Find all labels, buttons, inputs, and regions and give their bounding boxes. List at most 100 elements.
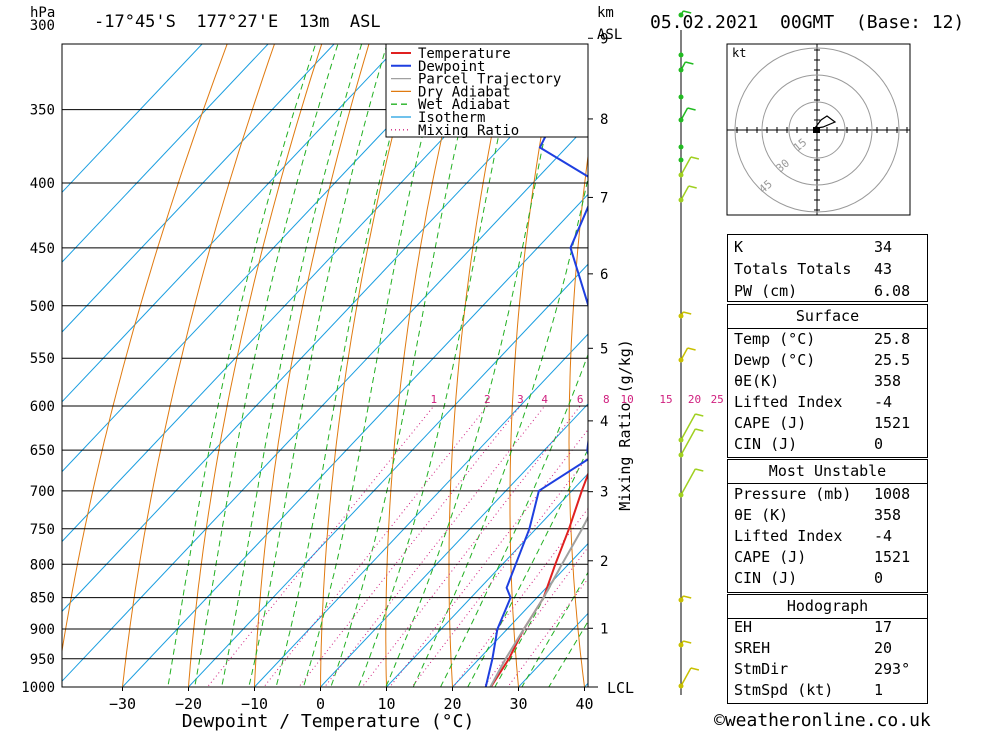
surface-value: 25.8	[874, 330, 911, 348]
km-unit-label: km	[597, 5, 614, 21]
dry-adiabat-line	[320, 44, 417, 687]
mu-label: Lifted Index	[734, 527, 843, 545]
wind-barb	[680, 667, 692, 687]
hodograph-table-title: Hodograph	[786, 597, 869, 615]
wind-barb-flag	[690, 667, 700, 671]
pressure-tick-label: 300	[30, 18, 55, 34]
surface-label: Temp (°C)	[734, 330, 816, 348]
wind-barb	[680, 10, 684, 16]
height-tick-label: 4	[600, 414, 608, 430]
wind-barb-flag	[683, 640, 692, 644]
index-label: Totals Totals	[734, 260, 852, 278]
pressure-tick-label: 550	[30, 351, 55, 367]
wind-barb-flag	[695, 413, 704, 417]
surface-label: Lifted Index	[734, 393, 843, 411]
index-value: 6.08	[874, 282, 911, 300]
wind-barb-flag	[688, 185, 697, 189]
legend-label: Dry Adiabat	[418, 84, 511, 100]
mu-value: -4	[874, 527, 893, 545]
pressure-tick-label: 800	[30, 557, 55, 573]
surface-row: Dewp (°C) 25.5	[728, 350, 927, 371]
pressure-tick-label: 450	[30, 241, 55, 257]
wet-adiabat-line	[548, 620, 588, 687]
x-tick-label: 10	[377, 695, 395, 713]
mixing-ratio-line	[298, 405, 521, 687]
index-value: 43	[874, 260, 893, 278]
legend-label: Parcel Trajectory	[418, 72, 561, 88]
pressure-tick-label: 750	[30, 522, 55, 538]
surface-value: 0	[874, 435, 884, 453]
most-unstable-title: Most Unstable	[768, 462, 887, 480]
mixing-ratio-label: 4	[541, 393, 548, 406]
wind-barb	[680, 468, 696, 496]
mixing-ratio-label: 6	[577, 393, 584, 406]
isotherm-line	[62, 44, 335, 333]
surface-row: θE(K) 358	[728, 371, 927, 392]
wind-barb-flag	[695, 468, 704, 472]
hodograph-ring	[734, 47, 900, 213]
wind-barb	[680, 595, 684, 601]
x-tick-label: 40	[575, 695, 593, 713]
surface-label: CAPE (J)	[734, 414, 807, 432]
hodo-label: SREH	[734, 639, 771, 657]
pressure-tick-label: 1000	[21, 680, 55, 696]
index-label: PW (cm)	[734, 282, 798, 300]
legend-label: Temperature	[418, 46, 511, 62]
footer-credit: ©weatheronline.co.uk	[714, 710, 931, 731]
mixing-ratio-label: 20	[688, 393, 701, 406]
mu-value: 1521	[874, 548, 911, 566]
hodo-row: StmDir 293°	[728, 659, 927, 680]
surface-table: Surface Temp (°C) 25.8 Dewp (°C) 25.5 θE(K…	[727, 304, 928, 458]
index-label: K	[734, 238, 744, 256]
wet-adiabat-line	[440, 353, 588, 687]
wind-barb	[680, 640, 684, 646]
height-tick-label: 8	[600, 112, 608, 128]
x-tick-label: −30	[109, 695, 136, 713]
mixing-ratio-label: 15	[659, 393, 672, 406]
surface-label: CIN (J)	[734, 435, 798, 453]
series-temperature	[489, 471, 588, 687]
wind-barb	[680, 311, 684, 317]
wind-barb	[680, 185, 690, 201]
pressure-tick-label: 400	[30, 176, 55, 192]
height-tick-label: 7	[600, 190, 608, 206]
surface-value: 1521	[874, 414, 911, 432]
surface-value: -4	[874, 393, 893, 411]
pressure-tick-label: 600	[30, 399, 55, 415]
hodograph-table: Hodograph EH 17 SREH 20 StmDir 293° StmSpd …	[727, 594, 928, 704]
wind-barb	[680, 107, 689, 121]
series-dewpoint	[484, 98, 588, 687]
mixing-ratio-line	[323, 405, 546, 687]
pressure-tick-label: 350	[30, 103, 55, 119]
mu-value: 1008	[874, 485, 911, 503]
wet-adiabat-line	[302, 44, 446, 687]
isotherm-line	[385, 473, 588, 687]
surface-label: θE(K)	[734, 372, 780, 390]
wind-barb	[680, 156, 692, 176]
wind-barb	[680, 347, 689, 361]
isotherm-line	[121, 193, 588, 687]
surface-row: Lifted Index -4	[728, 392, 927, 413]
wind-barb	[680, 428, 696, 456]
index-value: 34	[874, 238, 893, 256]
asl-unit-label: ASL	[597, 27, 623, 43]
mixing-ratio-axis-label: Mixing Ratio (g/kg)	[616, 339, 634, 511]
wet-adiabat-line	[521, 571, 588, 687]
hodo-label: StmDir	[734, 660, 789, 678]
surface-row: Temp (°C) 25.8	[728, 329, 927, 350]
wind-barb-flag	[687, 107, 696, 111]
wet-adiabat-line	[412, 176, 588, 687]
datetime-title: 05.02.2021 00GMT (Base: 12)	[650, 12, 965, 33]
wind-barb-flag	[690, 156, 700, 160]
hodo-row: SREH 20	[728, 638, 927, 659]
most-unstable-table: Most Unstable Pressure (mb) 1008 θE (K) 35…	[727, 459, 928, 593]
mixing-ratio-line	[483, 546, 588, 687]
hodo-value: 1	[874, 681, 884, 699]
isotherm-line	[319, 403, 588, 687]
hodo-value: 20	[874, 639, 893, 657]
isotherm-line	[253, 333, 588, 687]
wind-barb-flag	[687, 347, 696, 351]
hodograph-ring-label: 45	[756, 177, 775, 195]
height-tick-label: 3	[600, 485, 608, 501]
isotherm-line	[62, 44, 203, 194]
